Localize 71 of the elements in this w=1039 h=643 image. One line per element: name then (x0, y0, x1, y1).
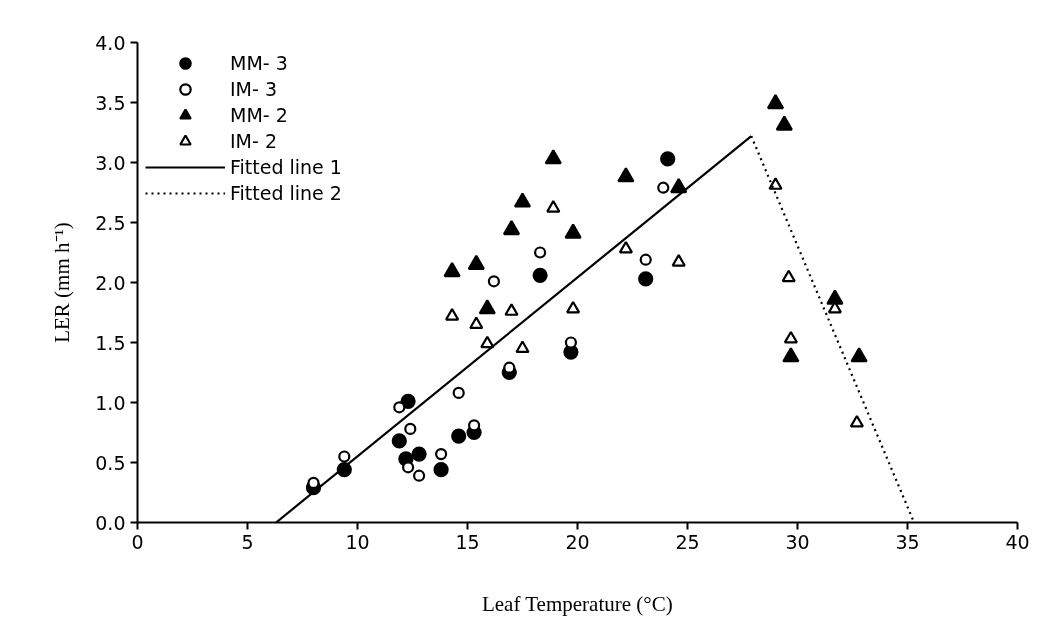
x-tick-label: 5 (241, 530, 254, 553)
x-axis-title: Leaf Temperature (°C) (481, 591, 673, 616)
legend-label: MM- 2 (230, 103, 288, 128)
point (783, 330, 798, 344)
x-tick-label: 15 (455, 530, 480, 553)
point (617, 167, 635, 183)
point (391, 433, 407, 449)
point (532, 267, 548, 283)
y-tick-label: 4.0 (95, 31, 126, 54)
point (566, 300, 581, 314)
point (404, 422, 417, 435)
legend-label: MM- 3 (230, 51, 288, 76)
point (338, 450, 351, 463)
x-tick-label: 40 (1005, 530, 1030, 553)
point (781, 269, 796, 283)
x-tick-label: 0 (131, 530, 144, 553)
legend-label: IM- 2 (230, 129, 277, 154)
point (775, 115, 793, 131)
y-tick-label: 3.0 (95, 151, 126, 174)
point (504, 303, 519, 316)
point (478, 299, 496, 315)
x-tick-label: 30 (785, 530, 810, 553)
point (768, 177, 783, 190)
point (480, 335, 495, 349)
y-tick-label: 0.0 (95, 511, 126, 534)
point (564, 223, 582, 239)
point (411, 446, 427, 462)
point (513, 192, 532, 208)
point (544, 149, 562, 165)
y-tick-label: 2.0 (95, 271, 126, 294)
y-tick-label: 0.5 (95, 451, 126, 474)
point (639, 253, 652, 266)
point (413, 469, 426, 482)
point (657, 181, 670, 194)
point (670, 177, 688, 194)
point (618, 240, 633, 254)
point (452, 386, 465, 399)
point (671, 254, 686, 267)
point (443, 261, 461, 278)
y-tick-label: 1.5 (95, 331, 126, 354)
point (469, 316, 484, 330)
point (638, 271, 654, 287)
legend-label: Fitted line 1 (230, 155, 342, 180)
point (826, 289, 844, 305)
y-tick-label: 2.5 (95, 211, 126, 234)
point (534, 246, 547, 259)
point (435, 448, 448, 461)
x-tick-label: 10 (345, 530, 370, 553)
point (515, 340, 530, 354)
point (400, 393, 416, 409)
point (502, 219, 521, 236)
point (766, 93, 785, 110)
x-tick-label: 25 (675, 530, 700, 553)
y-tick-label: 1.0 (95, 391, 126, 414)
point (402, 461, 415, 474)
legend-label: IM- 3 (230, 77, 277, 102)
point (850, 347, 868, 363)
point (451, 428, 467, 444)
y-tick-label: 3.5 (95, 91, 126, 114)
y-axis-title: LER (mm h⁻¹) (50, 222, 75, 343)
x-tick-label: 20 (565, 530, 590, 553)
point (467, 254, 485, 270)
point (393, 401, 406, 414)
point (849, 414, 864, 428)
point (782, 347, 800, 363)
point (487, 275, 500, 288)
x-tick-label: 35 (895, 530, 920, 553)
point (546, 200, 561, 213)
point (433, 462, 449, 478)
legend-label: Fitted line 2 (230, 181, 342, 206)
point (445, 308, 460, 321)
